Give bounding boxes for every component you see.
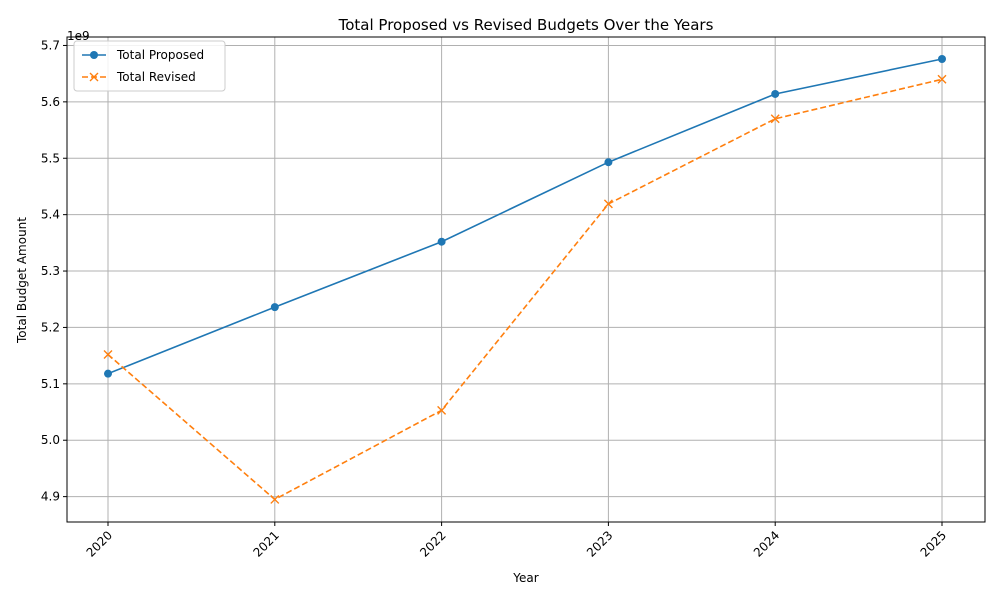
legend: Total Proposed Total Revised [73, 40, 226, 92]
x-tick-label: 2020 [84, 528, 115, 559]
y-tick-label: 5.6 [41, 95, 60, 109]
y-tick-label: 5.1 [41, 377, 60, 391]
series-layer [103, 54, 947, 504]
x-tick-label: 2024 [751, 528, 782, 559]
y-axis: 4.9 5.0 5.1 5.2 5.3 5.4 5.5 5.6 5.7 [41, 38, 67, 504]
x-axis-label: Year [512, 571, 538, 585]
y-offset-text: 1e9 [67, 29, 90, 43]
data-point-revised [603, 199, 613, 209]
y-tick-label: 5.2 [41, 320, 60, 334]
grid-layer [67, 37, 985, 522]
y-axis-label: Total Budget Amount [15, 217, 29, 344]
y-tick-label: 5.5 [41, 151, 60, 165]
plot-frame [66, 36, 986, 523]
chart-title: Total Proposed vs Revised Budgets Over t… [338, 16, 714, 34]
data-point-proposed [270, 303, 279, 312]
x-tick-label: 2023 [584, 528, 615, 559]
x-tick-label: 2025 [918, 528, 949, 559]
legend-marker-revised [89, 72, 99, 82]
data-point-revised [770, 114, 780, 124]
series-line-proposed [107, 58, 943, 375]
y-tick-label: 4.9 [41, 490, 60, 504]
legend-marker-proposed [90, 51, 98, 59]
x-tick-label: 2021 [250, 528, 281, 559]
data-point-revised [937, 74, 947, 84]
legend-label-proposed: Total Proposed [116, 48, 204, 62]
data-point-revised [437, 405, 447, 415]
data-point-proposed [771, 89, 780, 98]
y-tick-label: 5.4 [41, 208, 60, 222]
x-tick-label: 2022 [417, 528, 448, 559]
series-line-revised [107, 78, 943, 501]
data-point-revised [270, 494, 280, 504]
legend-label-revised: Total Revised [116, 70, 196, 84]
y-tick-label: 5.3 [41, 264, 60, 278]
x-axis: 2020 2021 2022 2023 2024 2025 [84, 522, 949, 560]
y-tick-label: 5.7 [41, 38, 60, 52]
data-point-proposed [104, 369, 112, 378]
data-point-proposed [938, 54, 946, 63]
data-point-proposed [604, 158, 613, 167]
data-point-proposed [437, 237, 446, 246]
y-tick-label: 5.0 [41, 433, 60, 447]
data-point-revised [103, 350, 113, 360]
legend-box [73, 40, 226, 92]
